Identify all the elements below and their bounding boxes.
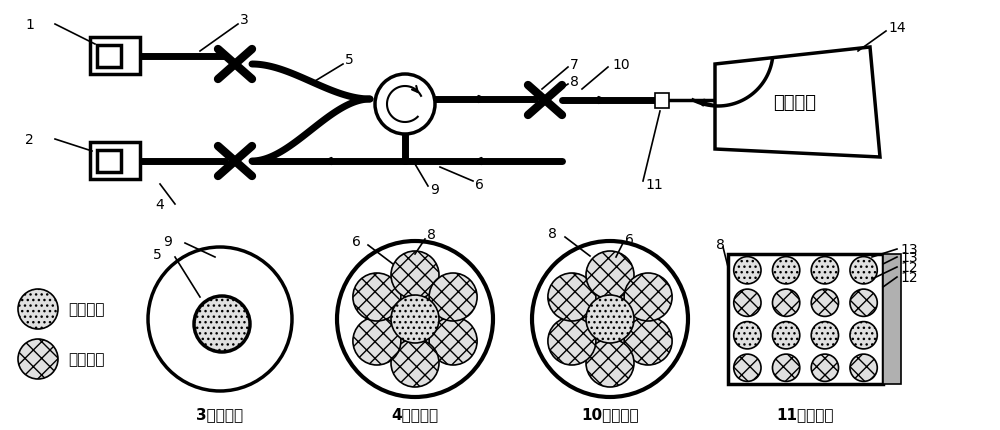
Text: 11的剖面图: 11的剖面图 xyxy=(777,406,834,421)
Circle shape xyxy=(772,257,800,284)
Circle shape xyxy=(772,322,800,349)
Text: 9: 9 xyxy=(430,183,439,197)
Text: 多模光纤: 多模光纤 xyxy=(68,352,105,367)
Text: 5: 5 xyxy=(345,53,354,67)
Bar xyxy=(883,255,901,384)
Circle shape xyxy=(391,295,439,343)
Circle shape xyxy=(850,354,877,381)
Text: 4的剖面图: 4的剖面图 xyxy=(391,406,439,421)
Text: 14: 14 xyxy=(888,21,906,35)
Circle shape xyxy=(148,247,292,391)
Text: 4: 4 xyxy=(155,197,164,212)
Text: 单模光纤: 单模光纤 xyxy=(68,302,105,317)
Bar xyxy=(90,38,140,75)
Circle shape xyxy=(624,273,672,321)
Bar xyxy=(97,150,121,172)
Circle shape xyxy=(811,354,839,381)
Circle shape xyxy=(194,296,250,352)
Circle shape xyxy=(772,354,800,381)
Circle shape xyxy=(429,317,477,365)
Text: 8: 8 xyxy=(427,227,436,241)
Circle shape xyxy=(532,241,688,397)
Circle shape xyxy=(772,289,800,316)
Circle shape xyxy=(548,273,596,321)
Polygon shape xyxy=(715,48,880,158)
Circle shape xyxy=(353,273,401,321)
Circle shape xyxy=(586,295,634,343)
Circle shape xyxy=(391,252,439,299)
Circle shape xyxy=(586,252,634,299)
Text: 6: 6 xyxy=(625,233,634,246)
Circle shape xyxy=(337,241,493,397)
Circle shape xyxy=(811,257,839,284)
Text: 2: 2 xyxy=(25,133,34,147)
Text: 11: 11 xyxy=(645,178,663,191)
Text: 12: 12 xyxy=(900,261,918,274)
Circle shape xyxy=(850,289,877,316)
Text: 8: 8 xyxy=(570,75,579,89)
Text: 8: 8 xyxy=(548,227,557,240)
Text: 13: 13 xyxy=(900,250,918,264)
Bar xyxy=(90,143,140,180)
Bar xyxy=(97,46,121,68)
Circle shape xyxy=(375,75,435,135)
Text: 3: 3 xyxy=(240,13,249,27)
Circle shape xyxy=(811,322,839,349)
Text: 9: 9 xyxy=(163,234,172,249)
Circle shape xyxy=(850,257,877,284)
Text: 3的剖面图: 3的剖面图 xyxy=(196,406,244,421)
Circle shape xyxy=(548,317,596,365)
Text: 10: 10 xyxy=(612,58,630,72)
Circle shape xyxy=(353,317,401,365)
Text: 7: 7 xyxy=(570,58,579,72)
Circle shape xyxy=(391,339,439,387)
Bar xyxy=(728,255,883,384)
Circle shape xyxy=(18,289,58,329)
Bar xyxy=(655,94,669,109)
Text: 12: 12 xyxy=(900,270,918,284)
Circle shape xyxy=(586,339,634,387)
Text: 6: 6 xyxy=(475,178,484,191)
Text: 13: 13 xyxy=(900,243,918,256)
Circle shape xyxy=(18,339,58,379)
Text: 8: 8 xyxy=(716,237,725,252)
Circle shape xyxy=(429,273,477,321)
Circle shape xyxy=(734,322,761,349)
Circle shape xyxy=(734,354,761,381)
Circle shape xyxy=(624,317,672,365)
Circle shape xyxy=(850,322,877,349)
Text: 叶片端面: 叶片端面 xyxy=(773,94,816,112)
Text: 10的剖面图: 10的剖面图 xyxy=(581,406,639,421)
Circle shape xyxy=(811,289,839,316)
Circle shape xyxy=(734,257,761,284)
Circle shape xyxy=(734,289,761,316)
Text: 1: 1 xyxy=(25,18,34,32)
Text: 6: 6 xyxy=(352,234,361,249)
Text: 5: 5 xyxy=(153,247,162,261)
